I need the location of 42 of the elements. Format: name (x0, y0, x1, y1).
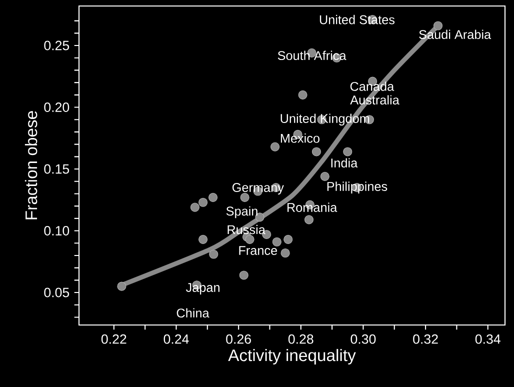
x-tick-label: 0.22 (101, 334, 126, 344)
point (270, 142, 280, 152)
x-tick-label: 0.32 (413, 334, 438, 344)
point (284, 234, 293, 244)
point (280, 248, 290, 258)
annotation: Saudi Arabia (419, 30, 492, 40)
y-tick-label: 0.20 (44, 102, 70, 112)
point (343, 147, 352, 156)
point (117, 282, 126, 291)
annotation: China (176, 308, 210, 318)
annotation: Japan (186, 283, 220, 294)
point (208, 192, 218, 202)
point (245, 234, 254, 244)
y-tick-label: 0.25 (44, 40, 70, 50)
x-tick-label: 0.34 (475, 334, 500, 344)
annotation: India (331, 158, 358, 168)
point (198, 234, 208, 244)
y-tick-label: 0.15 (44, 164, 70, 174)
y-tick-label: 0.10 (44, 226, 70, 236)
point (190, 202, 200, 212)
annotation: Australia (350, 95, 400, 105)
point (312, 147, 322, 156)
x-tick-label: 0.28 (288, 334, 314, 344)
y-axis-title: Fraction obese (24, 111, 38, 220)
point (209, 250, 218, 259)
point (320, 172, 330, 181)
annotation: Canada (350, 82, 394, 91)
point (272, 237, 282, 246)
annotation: Russia (228, 224, 266, 234)
point (304, 215, 314, 224)
annotation: Romania (287, 202, 338, 212)
annotation: Mexico (280, 133, 320, 143)
point (298, 90, 308, 100)
y-tick-label: 0.05 (44, 288, 70, 298)
x-axis-title: Activity inequality (228, 348, 356, 364)
x-tick-label: 0.26 (226, 334, 251, 344)
annotation: France (239, 246, 278, 255)
point (198, 198, 208, 207)
x-tick-label: 0.30 (350, 334, 376, 344)
point (239, 270, 248, 280)
annotation: Spain (226, 206, 258, 218)
x-tick-label: 0.24 (164, 334, 189, 344)
